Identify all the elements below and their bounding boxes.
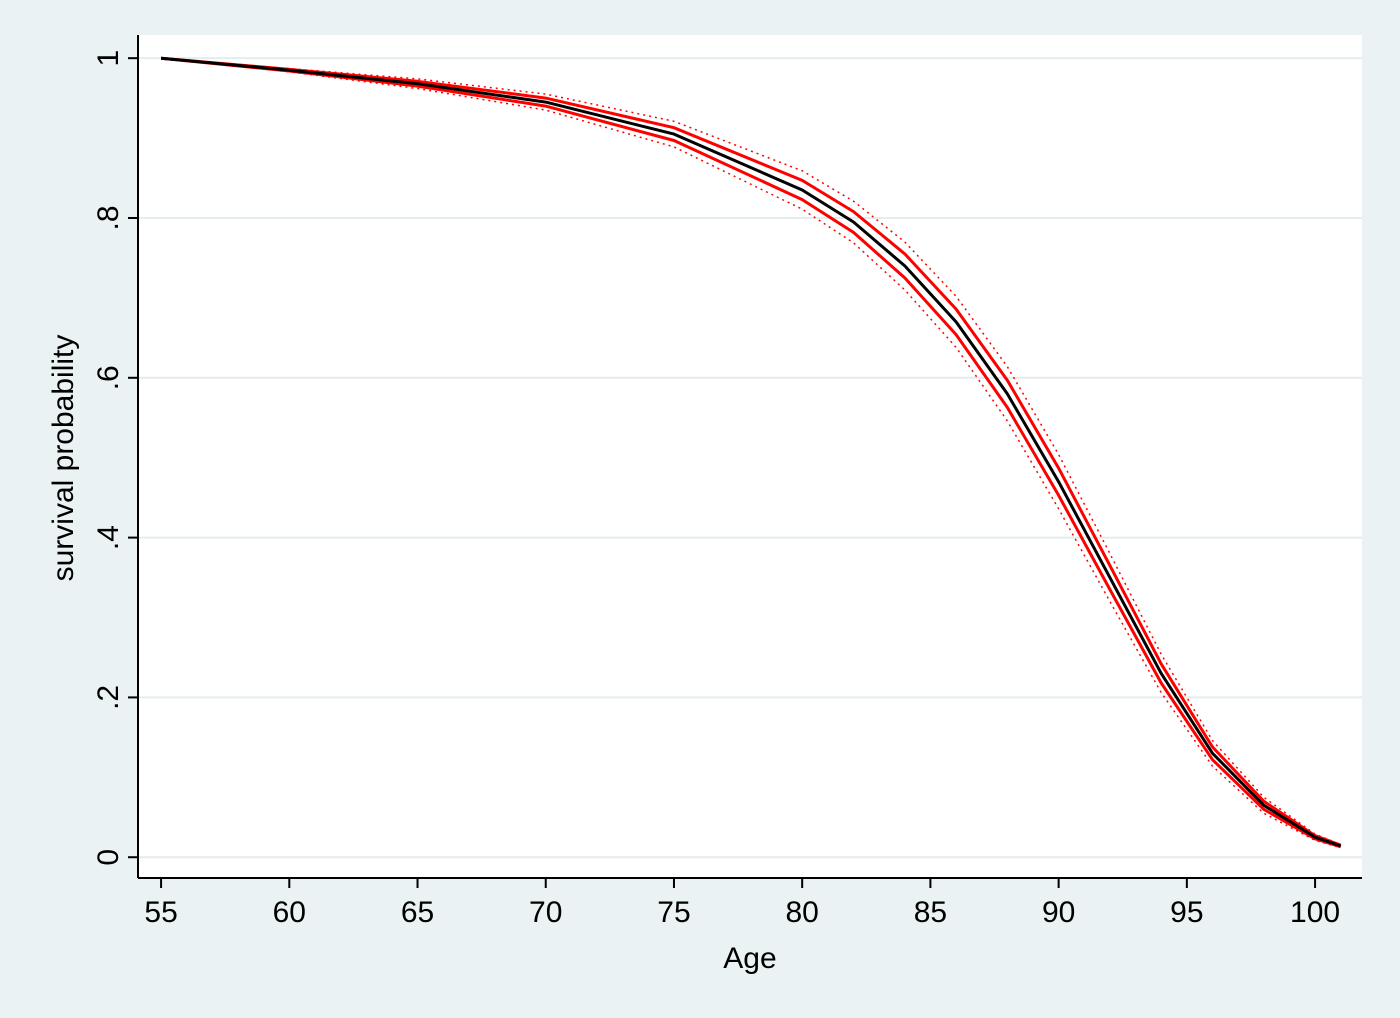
x-tick-label: 80 xyxy=(785,896,818,929)
y-tick-label: 1 xyxy=(92,50,125,67)
x-tick-label: 65 xyxy=(401,896,434,929)
x-tick-label: 90 xyxy=(1042,896,1075,929)
series-line xyxy=(160,56,1342,848)
y-tick-label: .8 xyxy=(92,205,125,230)
y-axis-label: survival probability xyxy=(47,335,80,582)
series-line xyxy=(160,56,1342,847)
series-line xyxy=(161,57,1341,849)
x-tick-label: 100 xyxy=(1290,896,1340,929)
x-tick-label: 70 xyxy=(529,896,562,929)
x-tick-label: 55 xyxy=(144,896,177,929)
plot-area xyxy=(138,35,1362,878)
x-tick-label: 75 xyxy=(657,896,690,929)
y-tick-label: .2 xyxy=(92,685,125,710)
x-axis-label: Age xyxy=(723,942,776,975)
x-tick-label: 85 xyxy=(914,896,947,929)
y-tick-label: .6 xyxy=(92,365,125,390)
y-tick-label: 0 xyxy=(92,849,125,866)
y-tick-label: .4 xyxy=(92,525,125,550)
x-tick-label: 60 xyxy=(273,896,306,929)
series-line xyxy=(161,57,1341,846)
x-tick-label: 95 xyxy=(1170,896,1203,929)
series-line xyxy=(160,56,1342,849)
